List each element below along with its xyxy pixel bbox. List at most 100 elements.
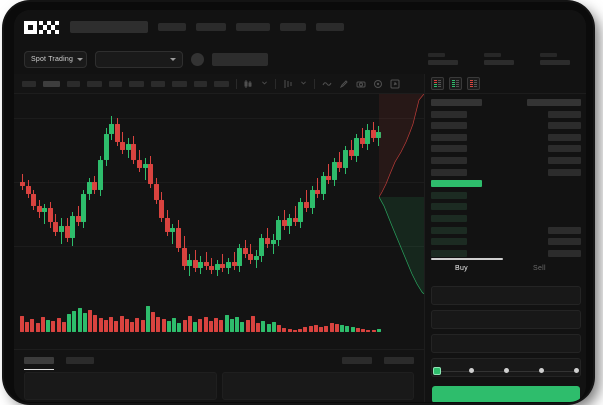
- nav-item-3[interactable]: [280, 23, 306, 31]
- orders-tab-1[interactable]: [66, 357, 94, 364]
- ticker-stat-label: [428, 53, 445, 57]
- orderbook-ask-row[interactable]: [431, 122, 581, 131]
- orders-action-1[interactable]: [384, 357, 414, 364]
- timeframe-9[interactable]: [214, 80, 229, 87]
- orderbook-asks-icon[interactable]: [467, 77, 480, 90]
- candle: [153, 94, 159, 294]
- volume-bar: [182, 320, 187, 332]
- orderbook-current-price[interactable]: [431, 180, 581, 189]
- tab-sell[interactable]: Sell: [533, 265, 546, 272]
- orderbook-ask-row[interactable]: [431, 168, 581, 178]
- candle: [175, 94, 181, 294]
- orderbook-bid-row[interactable]: [431, 238, 581, 247]
- settings-icon[interactable]: [373, 79, 383, 89]
- indicator-icon[interactable]: [283, 79, 293, 89]
- slider-stop-50[interactable]: [504, 368, 509, 373]
- orderbook-bids-icon[interactable]: [449, 77, 462, 90]
- volume-bar: [277, 325, 282, 332]
- camera-icon[interactable]: [356, 79, 366, 89]
- chevron-down-icon[interactable]: [261, 79, 268, 89]
- orderbook-bid-row[interactable]: [431, 226, 581, 236]
- order-field-0[interactable]: [431, 286, 581, 305]
- nav-item-2[interactable]: [236, 23, 270, 31]
- orderbook-both-icon[interactable]: [431, 77, 444, 90]
- tab-buy[interactable]: Buy: [455, 265, 468, 272]
- orderbook-ask-row[interactable]: [431, 133, 581, 143]
- nav-item-4[interactable]: [316, 23, 344, 31]
- price-chart[interactable]: [14, 94, 424, 349]
- volume-bar: [256, 323, 261, 332]
- timeframe-5[interactable]: [129, 80, 144, 87]
- submit-buy-button[interactable]: [432, 386, 580, 402]
- orders-action-0[interactable]: [342, 357, 372, 364]
- orderbook-ask-row[interactable]: [431, 156, 581, 166]
- order-field-2[interactable]: [431, 334, 581, 353]
- nav-item-0[interactable]: [158, 23, 186, 31]
- orderbook-bid-row[interactable]: [431, 191, 581, 201]
- orders-tab-0[interactable]: [24, 357, 54, 370]
- volume-bar: [172, 318, 177, 332]
- orders-panel: [14, 349, 424, 402]
- line-wave-icon[interactable]: [322, 79, 332, 89]
- candle: [354, 94, 360, 294]
- slider-stop-100[interactable]: [574, 368, 579, 373]
- trading-mode-dropdown[interactable]: Spot Trading: [24, 50, 87, 68]
- volume-bar: [350, 327, 355, 332]
- amount-slider[interactable]: [433, 366, 581, 378]
- volume-bar: [345, 326, 350, 332]
- chevron-down-icon[interactable]: [300, 79, 307, 89]
- ticker-stat-1: [484, 53, 514, 65]
- orderbook-bid-row[interactable]: [431, 203, 581, 212]
- volume-bar: [193, 322, 198, 332]
- orderbook-column-header[interactable]: [431, 99, 581, 108]
- ticker-stat-label: [484, 53, 501, 57]
- volume-bar: [303, 327, 308, 332]
- volume-bar: [340, 325, 345, 332]
- volume-bar: [187, 316, 192, 332]
- timeframe-0[interactable]: [22, 80, 36, 87]
- orderbook-rows[interactable]: [425, 94, 586, 274]
- order-field-1[interactable]: [431, 310, 581, 329]
- pair-select-dropdown[interactable]: [95, 50, 183, 68]
- candle: [270, 94, 276, 294]
- okx-logo[interactable]: [24, 20, 60, 34]
- nav-item-1[interactable]: [196, 23, 226, 31]
- orderbook-ask-row[interactable]: [431, 110, 581, 120]
- fullscreen-icon[interactable]: [390, 79, 400, 89]
- candle: [214, 94, 220, 294]
- orderbook-bid-row[interactable]: [431, 249, 581, 259]
- orders-panel-right[interactable]: [221, 372, 414, 400]
- timeframe-2[interactable]: [67, 80, 80, 87]
- search-input[interactable]: [70, 21, 148, 33]
- candle: [142, 94, 148, 294]
- timeframe-4[interactable]: [109, 80, 122, 87]
- volume-bar: [245, 320, 250, 332]
- volume-bar: [103, 320, 108, 332]
- volume-bar: [208, 321, 213, 332]
- candle: [25, 94, 31, 294]
- orderbook-bid-row[interactable]: [431, 214, 581, 224]
- ticker-stat-value: [484, 60, 514, 65]
- slider-handle[interactable]: [433, 367, 441, 375]
- slider-stop-75[interactable]: [539, 368, 544, 373]
- top-navigation-bar: [14, 10, 586, 44]
- timeframe-3[interactable]: [87, 80, 102, 87]
- order-field-3[interactable]: [431, 358, 581, 377]
- slider-stop-25[interactable]: [469, 368, 474, 373]
- last-price-block: [212, 52, 268, 66]
- orderbook-ask-row[interactable]: [431, 145, 581, 154]
- timeframe-7[interactable]: [172, 80, 187, 87]
- chart-gridline: [14, 246, 424, 247]
- volume-bar: [145, 306, 150, 332]
- pencil-icon[interactable]: [339, 79, 349, 89]
- market-depth-overlay: [379, 94, 424, 294]
- volume-bar: [203, 317, 208, 332]
- timeframe-1[interactable]: [43, 80, 60, 87]
- volume-bar: [82, 313, 87, 332]
- candle-type-icon[interactable]: [244, 79, 254, 89]
- orders-panel-left[interactable]: [24, 372, 217, 400]
- timeframe-8[interactable]: [194, 80, 207, 87]
- candle: [276, 94, 282, 294]
- timeframe-6[interactable]: [151, 80, 165, 87]
- candle: [209, 94, 215, 294]
